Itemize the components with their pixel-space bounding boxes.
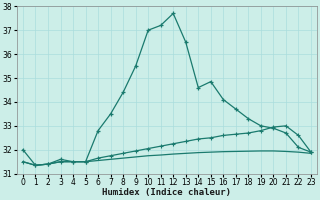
X-axis label: Humidex (Indice chaleur): Humidex (Indice chaleur) bbox=[102, 188, 231, 197]
